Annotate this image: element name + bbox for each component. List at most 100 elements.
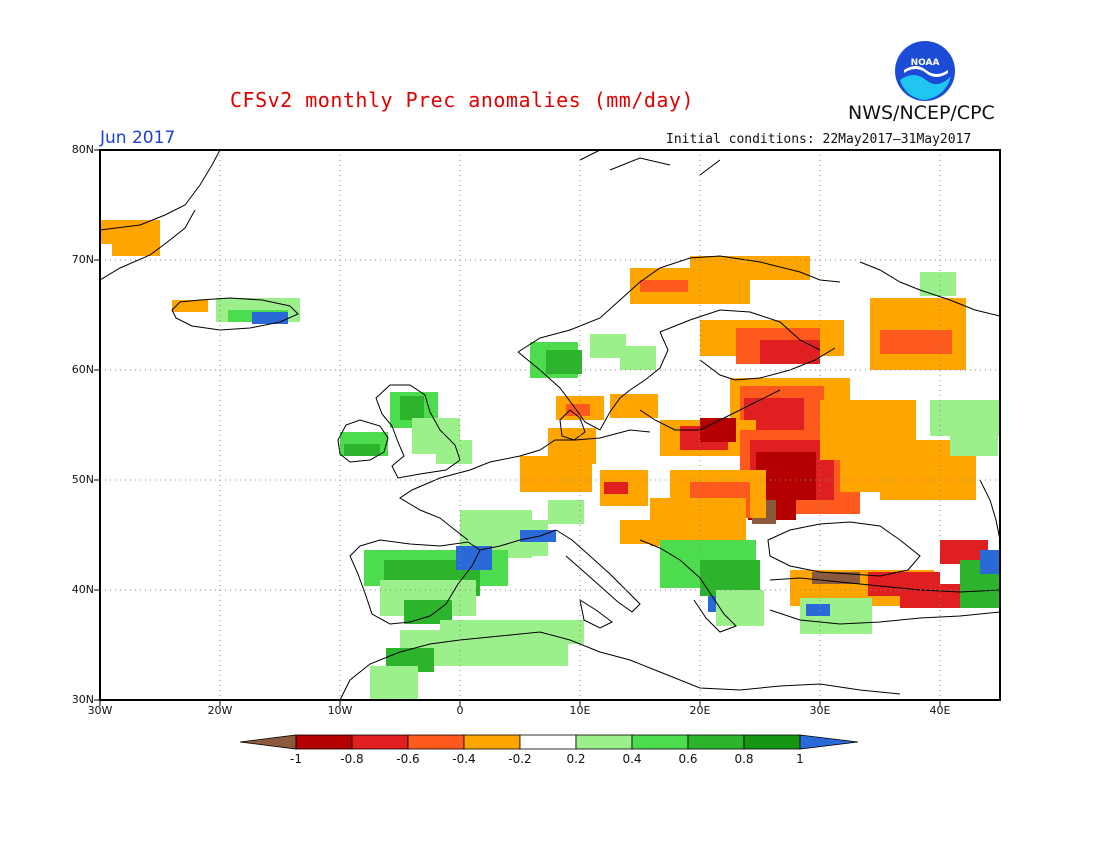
anomaly-cell xyxy=(824,478,836,490)
lon-label-10w: 10W xyxy=(327,704,353,717)
anomaly-cell xyxy=(814,426,826,438)
anomaly-cell xyxy=(860,622,872,634)
anomaly-cell xyxy=(460,654,472,666)
anomaly-cell xyxy=(802,390,814,402)
anomaly-cell xyxy=(702,494,714,506)
anomaly-cell xyxy=(882,346,894,358)
anomaly-cell xyxy=(402,416,414,428)
anomaly-cell xyxy=(642,268,654,280)
anomaly-cell xyxy=(716,426,728,438)
anomaly-cell xyxy=(720,540,732,552)
anomaly-cell xyxy=(440,604,452,616)
anomaly-cell xyxy=(742,426,754,438)
anomaly-cell xyxy=(646,406,658,418)
anomaly-cell xyxy=(548,428,560,440)
anomaly-cell xyxy=(436,430,448,442)
anomaly-cell xyxy=(444,572,456,584)
anomaly-cell xyxy=(774,464,786,476)
anomaly-cell xyxy=(802,582,814,594)
anomaly-cell xyxy=(780,488,792,500)
anomaly-cell xyxy=(874,594,886,606)
anomaly-cell xyxy=(184,300,196,312)
anomaly-cell xyxy=(460,440,472,452)
anomaly-cell xyxy=(804,464,816,476)
anomaly-cell xyxy=(730,494,742,506)
anomaly-cell xyxy=(888,420,900,432)
anomaly-cell xyxy=(720,420,732,432)
anomaly-cell xyxy=(380,580,392,592)
anomaly-cell xyxy=(288,310,300,322)
anomaly-cell xyxy=(856,400,868,412)
anomaly-cell xyxy=(752,410,764,422)
anomaly-cell xyxy=(416,600,428,612)
anomaly-cell xyxy=(572,500,584,512)
anomaly-cell xyxy=(894,298,906,310)
anomaly-cell xyxy=(812,598,824,610)
anomaly-cell xyxy=(848,502,860,514)
anomaly-cell xyxy=(684,444,696,456)
anomaly-cell xyxy=(456,558,468,570)
anomaly-cell xyxy=(876,456,888,468)
anomaly-cell xyxy=(954,424,966,436)
anomaly-cell xyxy=(796,352,808,364)
anomaly-cell xyxy=(732,576,744,588)
anomaly-cell xyxy=(424,550,436,562)
anomaly-cell xyxy=(760,496,772,508)
anomaly-cell xyxy=(580,456,592,468)
anomaly-cell xyxy=(776,422,788,434)
anomaly-cell xyxy=(852,468,864,480)
anomaly-cell xyxy=(836,622,848,634)
anomaly-cell xyxy=(388,562,400,574)
anomaly-cell xyxy=(752,614,764,626)
anomaly-cell xyxy=(800,410,812,422)
anomaly-cell xyxy=(634,394,646,406)
anomaly-cell xyxy=(742,414,754,426)
anomaly-cell xyxy=(764,512,776,524)
anomaly-cell xyxy=(800,442,812,454)
anomaly-cell xyxy=(536,632,548,644)
anomaly-cell xyxy=(584,440,596,452)
anomaly-cell xyxy=(774,488,786,500)
anomaly-cell xyxy=(508,522,520,534)
anomaly-cell xyxy=(732,564,744,576)
anomaly-cell xyxy=(752,502,764,514)
anomaly-cell xyxy=(484,630,496,642)
anomaly-cell xyxy=(660,444,672,456)
anomaly-cell xyxy=(444,584,456,596)
anomaly-cell xyxy=(820,320,832,332)
anomaly-cell xyxy=(686,510,698,522)
anomaly-cell xyxy=(898,582,910,594)
anomaly-cell xyxy=(822,452,834,464)
anomaly-cell xyxy=(812,430,824,442)
anomaly-cell xyxy=(698,534,710,546)
anomaly-cell xyxy=(978,412,990,424)
anomaly-cell xyxy=(612,470,624,482)
anomaly-cell xyxy=(918,322,930,334)
anomaly-cell xyxy=(862,582,874,594)
anomaly-cell xyxy=(706,470,718,482)
anomaly-cell xyxy=(778,414,790,426)
anomaly-cell xyxy=(992,550,1000,562)
lat-label-50n: 50N xyxy=(71,473,94,486)
anomaly-cell xyxy=(966,424,978,436)
anomaly-cell xyxy=(396,560,408,572)
anomaly-cell xyxy=(868,400,880,412)
anomaly-cell xyxy=(732,432,744,444)
anomaly-cell xyxy=(960,596,972,608)
anomaly-cell xyxy=(460,574,472,586)
anomaly-cell xyxy=(810,440,822,452)
anomaly-cell xyxy=(894,334,906,346)
anomaly-cell xyxy=(744,410,756,422)
anomaly-cell xyxy=(524,532,536,544)
anomaly-cell xyxy=(950,432,962,444)
anomaly-cell xyxy=(892,584,904,596)
anomaly-cell xyxy=(942,298,954,310)
anomaly-cell xyxy=(740,478,752,490)
anomaly-cell xyxy=(500,532,512,544)
anomaly-cell xyxy=(724,344,736,356)
anomaly-cell xyxy=(778,426,790,438)
anomaly-cell xyxy=(832,332,844,344)
anomaly-cell xyxy=(748,320,760,332)
anomaly-cell xyxy=(264,310,276,322)
anomaly-cell xyxy=(754,390,766,402)
